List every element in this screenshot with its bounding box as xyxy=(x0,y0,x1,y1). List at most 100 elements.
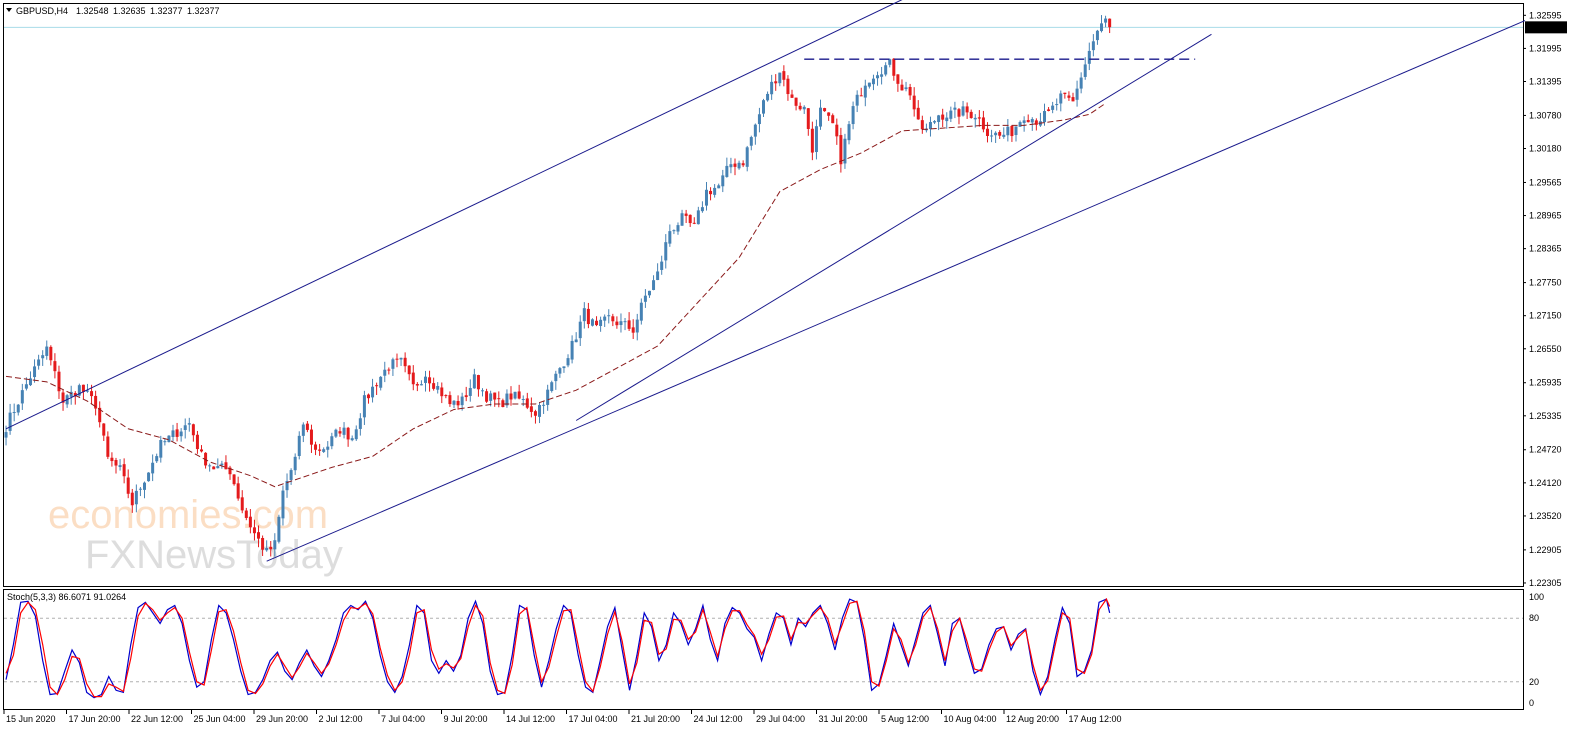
candle-body xyxy=(627,320,631,329)
candle-body xyxy=(163,441,167,443)
main-chart xyxy=(4,0,1526,562)
candle-body xyxy=(126,477,130,494)
candle xyxy=(823,107,827,112)
candle xyxy=(912,87,916,117)
candle-body xyxy=(273,540,277,550)
candle xyxy=(200,445,204,453)
candle xyxy=(77,383,81,397)
candle xyxy=(456,395,460,410)
candle-body xyxy=(753,124,757,137)
candle xyxy=(37,354,41,370)
candle xyxy=(102,423,106,442)
candle xyxy=(647,290,651,298)
candle xyxy=(452,400,456,409)
candle xyxy=(366,393,370,404)
candle xyxy=(595,316,599,327)
candle-body xyxy=(965,106,969,113)
candle-body xyxy=(179,431,183,437)
candle-body xyxy=(916,107,920,120)
candle-body xyxy=(505,393,509,406)
lower-channel-line[interactable] xyxy=(266,20,1526,562)
dropdown-triangle-icon[interactable] xyxy=(6,8,12,12)
price-tick-label: 1.30180 xyxy=(1529,144,1562,154)
candle xyxy=(558,366,562,378)
candle-body xyxy=(631,327,635,333)
candle xyxy=(399,357,403,366)
candle xyxy=(167,435,171,443)
candle-body xyxy=(729,164,733,168)
candle-body xyxy=(847,124,851,141)
candle-body xyxy=(839,135,843,165)
time-tick-label: 25 Jun 04:00 xyxy=(194,714,246,724)
candle xyxy=(1022,116,1026,132)
candle xyxy=(1091,34,1095,57)
candle xyxy=(1063,92,1067,99)
candle-body xyxy=(533,411,537,416)
candle-body xyxy=(257,532,261,539)
candle-body xyxy=(395,358,399,360)
candle-body xyxy=(1047,109,1051,111)
candle-body xyxy=(615,321,619,326)
stoch-signal-line xyxy=(5,597,1111,698)
candle-body xyxy=(749,137,753,146)
candle xyxy=(220,460,224,469)
candle-body xyxy=(301,424,305,436)
candle xyxy=(179,428,183,442)
candle-body xyxy=(1071,97,1075,102)
candle-body xyxy=(823,108,827,112)
candle-body xyxy=(45,346,49,356)
stochastic-panel xyxy=(4,597,1523,699)
candle-body xyxy=(501,400,505,408)
ohlc-low: 1.32377 xyxy=(150,6,183,16)
candle-body xyxy=(1022,120,1026,124)
candle xyxy=(851,101,855,130)
candle xyxy=(142,481,146,499)
candle xyxy=(623,317,627,331)
candle xyxy=(147,472,151,482)
candle-body xyxy=(725,165,729,177)
candle xyxy=(867,82,871,89)
time-tick-label: 22 Jun 12:00 xyxy=(131,714,183,724)
candle xyxy=(965,102,969,119)
candle xyxy=(1018,120,1022,127)
last-price-label: 1.32377 xyxy=(1528,22,1561,32)
candle xyxy=(53,353,57,379)
candle-body xyxy=(191,424,195,436)
candle-body xyxy=(314,444,318,450)
candle xyxy=(908,83,912,100)
candle-body xyxy=(1059,93,1063,104)
candle xyxy=(794,97,798,111)
upper-channel-line[interactable] xyxy=(5,0,979,430)
candle-body xyxy=(33,366,37,378)
candle xyxy=(476,374,480,397)
candle xyxy=(411,365,415,391)
candle xyxy=(611,313,615,327)
price-tick-label: 1.24120 xyxy=(1529,478,1562,488)
candle xyxy=(419,380,423,386)
rising-support-line[interactable] xyxy=(575,33,1212,421)
candle xyxy=(933,120,937,125)
candle-body xyxy=(757,114,761,125)
candle-body xyxy=(1002,134,1006,137)
candle-body xyxy=(391,359,395,369)
candle xyxy=(1002,127,1006,139)
candle xyxy=(440,382,444,404)
candle-body xyxy=(994,132,998,136)
candle-body xyxy=(134,490,138,505)
candle xyxy=(782,65,786,87)
candle xyxy=(485,388,489,403)
time-tick-label: 15 Jun 2020 xyxy=(6,714,56,724)
candle xyxy=(489,390,493,407)
candle xyxy=(1075,80,1079,107)
time-tick-label: 14 Jul 12:00 xyxy=(506,714,555,724)
time-tick-label: 21 Jul 20:00 xyxy=(631,714,680,724)
candle xyxy=(819,99,823,130)
candle-body xyxy=(216,466,220,469)
candle-body xyxy=(493,392,497,400)
candle-body xyxy=(933,121,937,123)
stoch-tick-label: 20 xyxy=(1529,677,1539,687)
candle-body xyxy=(28,378,32,386)
moving-average-line xyxy=(5,102,1106,488)
ohlc-close: 1.32377 xyxy=(187,6,220,16)
candle-body xyxy=(73,392,77,397)
